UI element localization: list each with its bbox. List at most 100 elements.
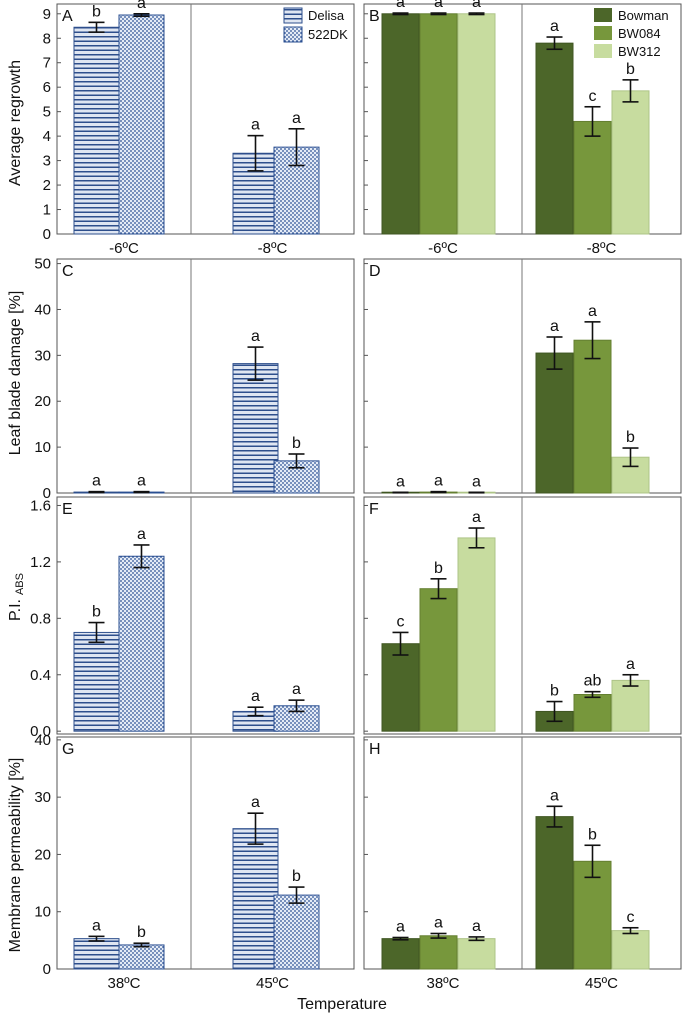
legend-delisa-swatch (283, 7, 303, 24)
x-category-label: 45ºC (256, 975, 289, 992)
y-tick-label: 7 (43, 55, 51, 72)
y-tick-label: 8 (43, 30, 51, 47)
x-category-label: 38ºC (108, 975, 141, 992)
significance-letter: a (137, 473, 146, 490)
significance-letter: b (292, 435, 301, 452)
y-tick-label: 50 (34, 256, 51, 273)
bar-bw312 (457, 938, 496, 970)
legend-522dk-label: 522DK (308, 27, 348, 42)
y-tick-label: 2 (43, 177, 51, 194)
y-tick-label: 0.0 (30, 723, 51, 740)
significance-letter: a (550, 18, 559, 35)
x-category-label: 45ºC (585, 975, 618, 992)
significance-letter: a (396, 0, 405, 11)
legend-bowman-swatch (594, 8, 612, 22)
panel-label: B (369, 8, 380, 25)
significance-letter: a (396, 918, 405, 935)
panel-G: G 0 10 20 30 40 38ºC 45ºC a a b b (34, 732, 355, 992)
ylabel-average-regrowth: Average regrowth (7, 60, 24, 186)
legend-bw084-swatch (594, 26, 612, 40)
y-tick-label: 5 (43, 104, 51, 121)
y-tick-label: 1 (43, 202, 51, 219)
significance-letter: a (92, 917, 101, 934)
significance-letter: b (626, 429, 635, 446)
ylabel-pi-sub: ABS (14, 573, 26, 595)
legend-bw312-label: BW312 (618, 44, 661, 59)
bar-bw312 (611, 90, 650, 235)
significance-letter: a (434, 0, 443, 11)
panel-A: A 0 1 2 3 4 5 6 7 8 9 -6ºC -8ºC b a a a (43, 0, 355, 257)
bar-bw312 (457, 13, 496, 235)
panel-frame (56, 258, 355, 494)
panel-B: B -6ºC -8ºC a a a c a b (363, 0, 682, 257)
significance-letter: a (626, 656, 635, 673)
bar-bw084 (419, 588, 458, 732)
significance-letter: c (589, 88, 597, 105)
bar-bw084 (419, 13, 458, 235)
legend-delisa-label: Delisa (308, 8, 345, 23)
x-category-label: 38ºC (427, 975, 460, 992)
panel-frame (56, 736, 355, 970)
bar-delisa (73, 938, 120, 970)
y-tick-label: 1.6 (30, 497, 51, 514)
y-tick-label: 10 (34, 904, 51, 921)
significance-letter: a (137, 526, 146, 543)
significance-letter: b (292, 868, 301, 885)
panel-label: C (62, 263, 74, 280)
bar-bw084 (573, 860, 612, 970)
significance-letter: a (292, 681, 301, 698)
significance-letter: a (434, 914, 443, 931)
panel-label: D (369, 263, 381, 280)
y-tick-label: 4 (43, 128, 51, 145)
y-tick-label: 0 (43, 226, 51, 243)
significance-letter: a (251, 117, 260, 134)
bar-bw312 (611, 679, 650, 732)
panel-label: A (62, 8, 73, 25)
significance-letter: a (588, 303, 597, 320)
bar-delisa (232, 363, 279, 494)
ylabel-leaf-blade-damage: Leaf blade damage [%] (7, 291, 24, 456)
y-tick-label: 0 (43, 961, 51, 978)
significance-letter: a (292, 110, 301, 127)
bar-bowman (535, 42, 574, 235)
y-tick-label: 1.2 (30, 554, 51, 571)
ylabel-membrane-permeability: Membrane permeability [%] (7, 758, 24, 953)
significance-letter: a (92, 473, 101, 490)
significance-letter: c (397, 613, 405, 630)
bar-522dk (118, 14, 165, 235)
significance-letter: b (137, 924, 146, 941)
panel-label: G (62, 741, 74, 758)
y-tick-label: 30 (34, 347, 51, 364)
bar-bw084 (573, 694, 612, 732)
panel-frame (56, 3, 355, 235)
legend-522dk-swatch (283, 26, 303, 43)
significance-letter: b (434, 560, 443, 577)
bar-bw084 (573, 120, 612, 235)
significance-letter: b (588, 826, 597, 843)
panel-label: E (62, 501, 73, 518)
y-tick-label: 0.8 (30, 610, 51, 627)
significance-letter: a (396, 473, 405, 490)
significance-letter: b (92, 604, 101, 621)
significance-letter: c (627, 909, 635, 926)
bar-bw312 (457, 537, 496, 732)
y-tick-label: 3 (43, 153, 51, 170)
significance-letter: a (251, 688, 260, 705)
bar-bowman (381, 938, 420, 970)
y-tick-label: 40 (34, 301, 51, 318)
bar-bw084 (419, 935, 458, 970)
panel-C: C 0 10 20 30 40 50 a a a b (34, 256, 355, 502)
significance-letter: b (550, 683, 559, 700)
significance-letter: a (251, 328, 260, 345)
panel-frame (56, 496, 355, 735)
significance-letter: ab (584, 673, 602, 690)
bar-bw312 (611, 930, 650, 970)
y-tick-label: 10 (34, 439, 51, 456)
panel-F: Fc b b ab a a (363, 496, 682, 735)
ylabel-pi-main: P.I. (7, 599, 24, 621)
bar-bw084 (573, 339, 612, 494)
bar-bowman (535, 352, 574, 494)
y-tick-label: 9 (43, 6, 51, 23)
bar-522dk (273, 894, 320, 970)
